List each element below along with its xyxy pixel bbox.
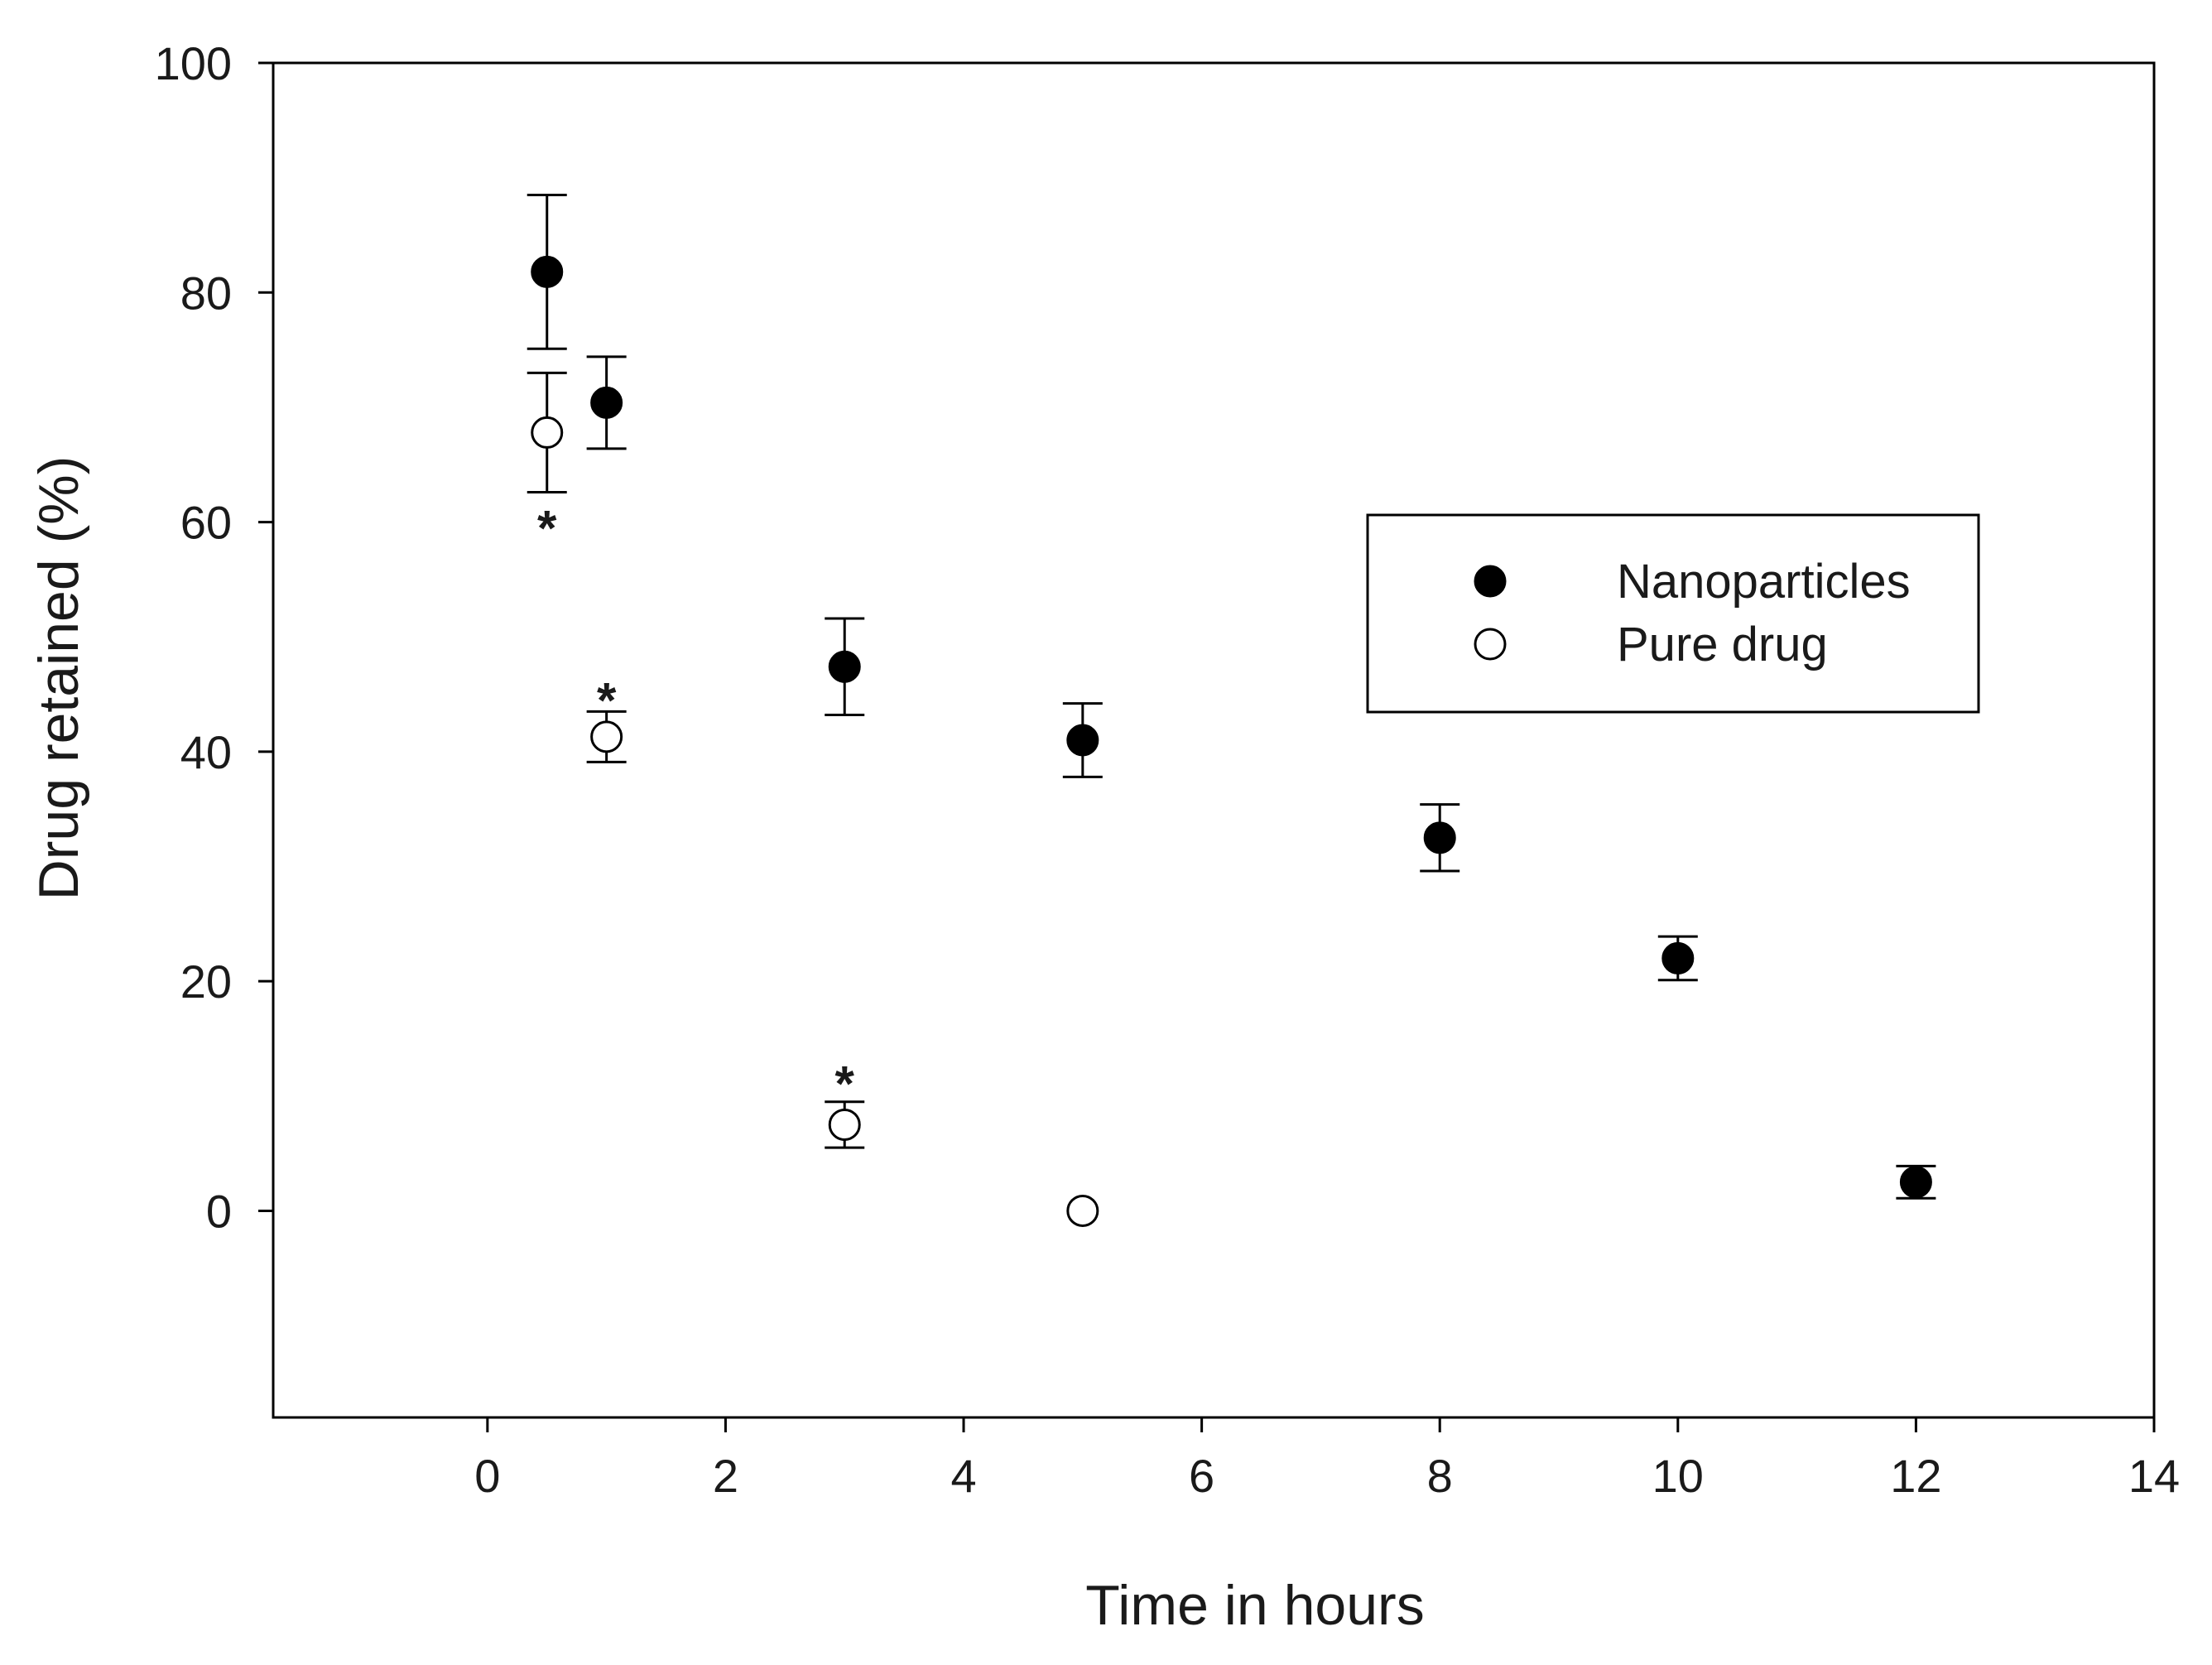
y-tick-label: 80 — [180, 267, 232, 319]
y-tick-label: 100 — [155, 37, 232, 89]
legend-label-pure-drug: Pure drug — [1617, 618, 1828, 671]
point-nanoparticles — [1661, 941, 1695, 974]
x-tick-label: 14 — [2128, 1450, 2180, 1502]
legend-box — [1366, 513, 1980, 714]
x-tick-label: 4 — [950, 1450, 976, 1502]
point-nanoparticles — [1423, 821, 1456, 854]
x-axis-label: Time in hours — [1085, 1574, 1424, 1637]
point-nanoparticles — [590, 386, 623, 419]
annotations: * * * — [537, 501, 854, 1112]
point-nanoparticles — [1899, 1166, 1932, 1199]
point-pure-drug — [828, 1108, 861, 1141]
y-tick-label: 20 — [180, 955, 232, 1008]
point-pure-drug — [531, 416, 564, 449]
x-tick-label: 8 — [1427, 1450, 1453, 1502]
axis-ticks: 0 2 4 6 8 10 12 14 0 20 40 60 80 100 — [155, 37, 2181, 1502]
y-tick-label: 0 — [206, 1185, 232, 1237]
plot-area-frame — [272, 61, 2156, 1419]
x-tick-label: 6 — [1189, 1450, 1214, 1502]
legend: Nanoparticles Pure drug — [1366, 513, 1980, 714]
x-tick-label: 12 — [1890, 1450, 1941, 1502]
legend-marker-nanoparticles — [1474, 565, 1507, 598]
y-tick-label: 40 — [180, 726, 232, 778]
point-pure-drug — [590, 720, 623, 753]
x-tick-label: 0 — [474, 1450, 500, 1502]
data-points — [527, 193, 1936, 1227]
point-pure-drug — [1066, 1194, 1099, 1227]
point-nanoparticles — [531, 255, 564, 288]
significance-asterisk: * — [597, 673, 617, 729]
x-tick-label: 10 — [1652, 1450, 1704, 1502]
y-axis-label: Drug retained (%) — [27, 456, 90, 901]
significance-asterisk: * — [537, 501, 557, 556]
point-nanoparticles — [828, 650, 861, 683]
y-tick-label: 60 — [180, 497, 232, 549]
x-tick-label: 2 — [713, 1450, 738, 1502]
legend-label-nanoparticles: Nanoparticles — [1617, 555, 1911, 609]
significance-asterisk: * — [835, 1056, 855, 1112]
legend-marker-pure-drug — [1474, 628, 1507, 661]
point-nanoparticles — [1066, 724, 1099, 757]
